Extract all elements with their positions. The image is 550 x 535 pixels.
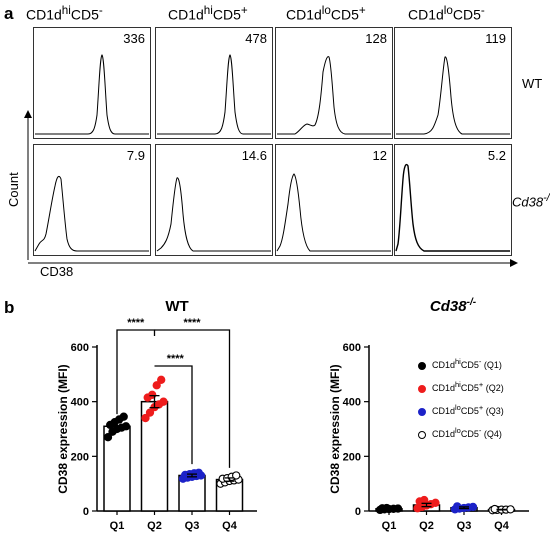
chart-title: Cd38-/-: [430, 297, 477, 315]
histogram-ko-q3-plot: [275, 144, 393, 256]
data-point: [103, 433, 113, 442]
significance-bracket: [154, 329, 231, 468]
cd38-axis: [28, 259, 518, 267]
mfi-value: 336: [123, 31, 145, 46]
mfi-value: 5.2: [487, 148, 506, 163]
column-header-1: CD1dhiCD5-: [26, 4, 103, 23]
data-point: [468, 502, 478, 512]
histogram-wt-q4: 119: [394, 27, 512, 139]
legend-marker: [418, 407, 426, 416]
panel-a-label: a: [4, 4, 14, 23]
y-tick-label: 400: [71, 397, 89, 409]
legend-item-q1: CD1dhiCD5- (Q1): [418, 352, 504, 375]
significance-label: ****: [127, 317, 145, 329]
legend: CD1dhiCD5- (Q1) CD1dhiCD5+ (Q2) CD1dloCD…: [418, 352, 504, 444]
y-tick-label: 400: [343, 397, 361, 409]
chart-title: WT: [165, 298, 188, 315]
mfi-value: 12: [372, 148, 387, 163]
cd38-axis-arrowhead: [510, 259, 518, 267]
count-axis: [24, 110, 32, 260]
x-tick-label: Q3: [457, 520, 472, 532]
data-point: [506, 505, 515, 514]
significance-bracket: [116, 329, 156, 415]
y-tick-label: 600: [71, 342, 89, 354]
data-point: [152, 381, 161, 390]
cd38-axis-label: CD38: [40, 264, 74, 279]
data-point: [393, 504, 403, 513]
cd38-ko-bar-chart: Cd38-/- CD38 expression (MFI) 0 200 400 600 Q1…: [328, 297, 529, 532]
y-axis-label: CD38 expression (MFI): [328, 364, 342, 493]
data-point: [431, 498, 440, 507]
legend-marker: [418, 384, 426, 393]
row-label-cd38-ko: Cd38-/-: [512, 192, 550, 210]
mfi-value: 478: [245, 31, 267, 46]
histogram-ko-q2-plot: [155, 144, 273, 256]
legend-marker: [418, 361, 426, 370]
legend-item-q3: CD1dloCD5+ (Q3): [418, 398, 504, 421]
panel-b-label: b: [4, 298, 15, 317]
significance-label: ****: [183, 317, 201, 329]
legend-item-q2: CD1dhiCD5+ (Q2): [418, 375, 504, 398]
legend-marker: [418, 430, 426, 439]
data-point: [141, 413, 150, 423]
histogram-wt-q1: 336: [33, 27, 151, 139]
y-tick-label: 600: [343, 342, 361, 354]
y-axis-label: CD38 expression (MFI): [56, 364, 70, 493]
data-point: [157, 375, 166, 384]
histogram-wt-q3: 128: [275, 27, 393, 139]
legend-item-q4: CD1dloCD5- (Q4): [418, 421, 504, 444]
y-tick-label: 200: [71, 451, 89, 463]
data-point: [119, 412, 128, 421]
histogram-ko-q1-plot: [33, 144, 151, 256]
x-tick-label: Q3: [185, 520, 200, 532]
y-tick-label: 200: [343, 451, 361, 463]
x-tick-label: Q4: [222, 520, 238, 532]
bar-q3: [178, 474, 206, 512]
mfi-value: 119: [485, 31, 506, 46]
histogram-ko-q1: 7.9: [33, 144, 151, 256]
histogram-wt-q3-plot: [275, 27, 393, 139]
x-tick-label: Q1: [110, 520, 125, 532]
column-header-2: CD1dhiCD5+: [168, 4, 248, 23]
x-tick-label: Q2: [147, 520, 162, 532]
mfi-value: 128: [365, 31, 387, 46]
column-header-4: CD1dloCD5-: [408, 4, 485, 23]
data-point: [194, 468, 203, 477]
histogram-ko-q3: 12: [275, 144, 393, 256]
column-header-3: CD1dloCD5+: [286, 4, 366, 23]
data-point: [159, 397, 168, 406]
significance-bracket: [154, 365, 193, 465]
y-tick-label: 0: [83, 506, 89, 518]
histogram-wt-q2-plot: [155, 27, 273, 139]
count-axis-label: Count: [6, 172, 21, 207]
x-tick-label: Q2: [419, 520, 434, 532]
mfi-value: 14.6: [241, 148, 267, 163]
histogram-wt-q4-plot: [394, 27, 512, 139]
histogram-ko-q4-plot: [394, 144, 512, 256]
x-tick-label: Q1: [382, 520, 397, 532]
count-axis-arrowhead: [24, 110, 32, 118]
histogram-ko-q4: 5.2: [394, 144, 512, 256]
histogram-wt-q2: 478: [155, 27, 273, 139]
histogram-wt-q1-plot: [33, 27, 151, 139]
wt-bar-chart: WT CD38 expression (MFI) 0 200 400 600 Q1 Q2 Q3 Q…: [56, 298, 257, 532]
significance-label: ****: [167, 353, 185, 365]
row-label-wt: WT: [522, 76, 543, 91]
x-tick-label: Q4: [494, 520, 510, 532]
histogram-ko-q2: 14.6: [155, 144, 273, 256]
data-point: [420, 495, 429, 505]
data-point: [232, 471, 241, 480]
data-point: [121, 422, 131, 431]
mfi-value: 7.9: [126, 148, 145, 163]
chart-title-superscript: -/-: [467, 297, 477, 308]
data-point: [145, 408, 155, 417]
y-tick-label: 0: [355, 506, 361, 518]
